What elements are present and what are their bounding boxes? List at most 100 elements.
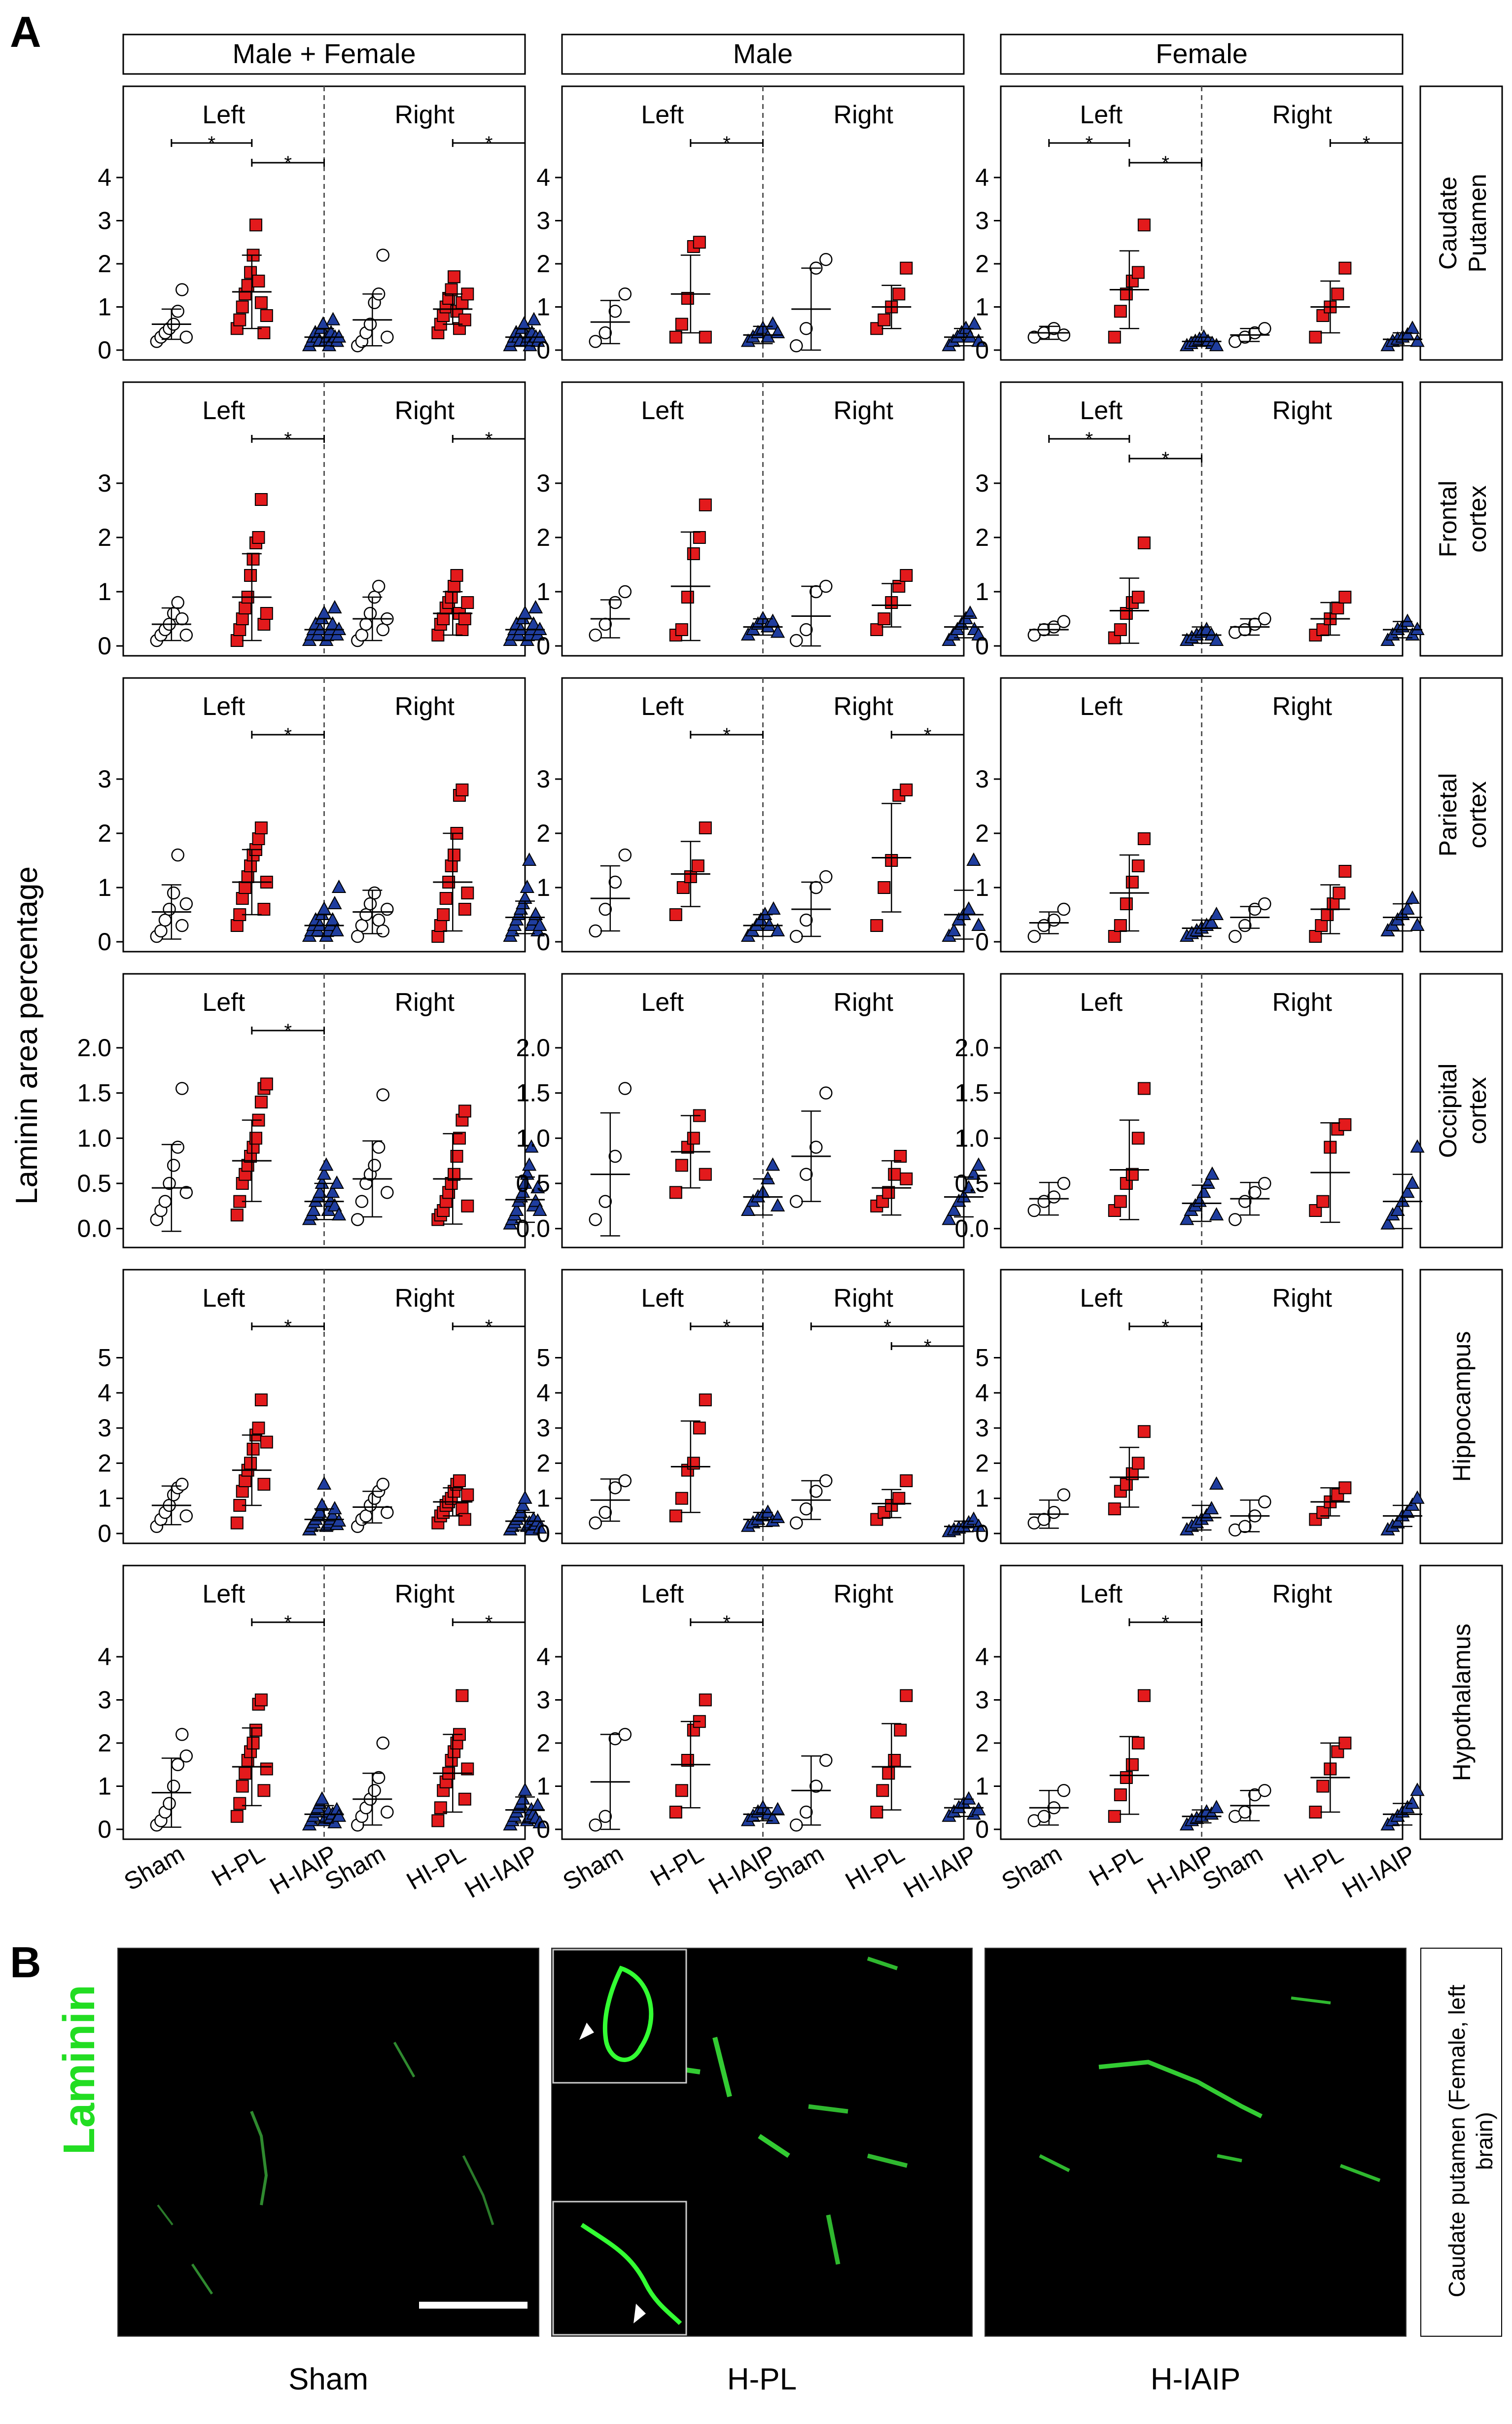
point-pl: [230, 634, 244, 647]
x-tick-label: HI-PL: [1279, 1840, 1348, 1895]
point-sham: [376, 249, 389, 262]
point-sham: [351, 929, 364, 943]
point-sham: [1258, 1784, 1271, 1797]
point-sham: [376, 1088, 389, 1102]
point-pl: [453, 1474, 466, 1488]
side-label: Right: [1272, 1580, 1333, 1608]
point-sham: [589, 335, 602, 348]
point-sham: [608, 305, 622, 318]
point-iaip: [1410, 1782, 1425, 1796]
y-tick-label: 5: [98, 1344, 111, 1372]
point-sham: [589, 1213, 602, 1226]
point-pl: [676, 881, 690, 894]
significance-star: *: [485, 1612, 493, 1634]
point-sham: [608, 1481, 622, 1495]
y-tick-label: 2: [98, 524, 111, 551]
point-pl: [239, 1767, 252, 1780]
point-pl: [1316, 1195, 1330, 1208]
side-label: Left: [641, 1284, 684, 1313]
point-iaip: [518, 1490, 532, 1504]
point-pl: [892, 580, 906, 593]
point-iaip: [331, 329, 347, 343]
point-pl: [254, 296, 268, 309]
point-sham: [372, 1141, 386, 1154]
x-tick-label: H-PL: [1085, 1840, 1147, 1891]
arrowhead-icon: [579, 2023, 594, 2040]
point-sham: [1037, 1810, 1051, 1823]
point-pl: [230, 1810, 244, 1823]
side-label: Left: [1080, 988, 1123, 1017]
point-iaip: [327, 1198, 342, 1212]
point-sham: [381, 1805, 394, 1819]
point-sham: [618, 1082, 632, 1095]
side-label: Left: [1080, 1284, 1123, 1313]
point-sham: [359, 908, 373, 922]
point-pl: [699, 1168, 712, 1181]
point-pl: [431, 629, 445, 642]
side-label: Left: [202, 988, 245, 1017]
y-tick-label: 3: [536, 1686, 550, 1714]
point-pl: [900, 1172, 913, 1185]
y-tick-label: 1: [536, 578, 550, 606]
point-iaip: [1390, 1202, 1405, 1216]
point-sham: [1047, 1505, 1061, 1519]
point-sham: [167, 1780, 180, 1793]
point-pl: [1338, 591, 1352, 604]
point-iaip: [1209, 338, 1224, 352]
point-sham: [376, 924, 389, 938]
point-pl: [1108, 930, 1121, 943]
significance-star: *: [924, 1336, 932, 1357]
point-iaip: [1400, 901, 1415, 915]
point-pl: [675, 623, 688, 636]
y-tick-label: 2.0: [516, 1034, 550, 1062]
significance-star: *: [284, 1020, 292, 1042]
y-tick-label: 0: [975, 928, 989, 956]
point-sham: [598, 1505, 612, 1519]
point-iaip: [1410, 621, 1425, 635]
point-sham: [608, 1149, 622, 1163]
y-tick-label: 2: [98, 1729, 111, 1757]
point-pl: [870, 1806, 883, 1818]
point-sham: [179, 1186, 193, 1199]
x-tick-label: Sham: [997, 1840, 1066, 1896]
y-tick-label: 2: [98, 1449, 111, 1477]
point-pl: [894, 1723, 907, 1737]
panel-b: Laminin: [0, 1948, 1512, 2424]
point-iaip: [971, 627, 986, 641]
point-sham: [381, 1505, 394, 1519]
point-pl: [900, 1689, 913, 1702]
point-iaip: [770, 1802, 785, 1816]
point-iaip: [530, 1797, 545, 1811]
point-pl: [1120, 1478, 1133, 1491]
significance-star: *: [924, 724, 932, 746]
point-pl: [461, 596, 474, 609]
point-pl: [252, 275, 265, 287]
point-pl: [892, 1492, 906, 1505]
point-pl: [260, 309, 273, 322]
point-pl: [249, 218, 262, 232]
y-tick-label: 2: [536, 1449, 550, 1477]
point-iaip: [971, 917, 986, 931]
point-pl: [1309, 1204, 1322, 1217]
region-label-box: [1419, 677, 1503, 953]
point-pl: [233, 623, 246, 636]
point-iaip: [1209, 632, 1224, 646]
point-sham: [167, 1159, 180, 1172]
point-sham: [598, 1810, 612, 1823]
point-pl: [1108, 1810, 1121, 1823]
significance-star: *: [723, 724, 731, 746]
point-pl: [1108, 1502, 1121, 1516]
side-label: Right: [395, 101, 455, 129]
y-tick-label: 4: [536, 1643, 550, 1671]
y-tick-label: 1: [536, 1485, 550, 1512]
y-tick-label: 3: [975, 469, 989, 497]
point-pl: [236, 892, 249, 905]
x-tick-label: HI-IAIP: [460, 1840, 543, 1903]
side-label: Right: [395, 1284, 455, 1313]
point-pl: [461, 1199, 474, 1212]
point-pl: [233, 313, 246, 326]
point-sham: [800, 322, 813, 335]
y-tick-label: 0: [536, 1520, 550, 1547]
side-label: Left: [641, 101, 684, 129]
point-iaip: [1380, 1216, 1395, 1230]
